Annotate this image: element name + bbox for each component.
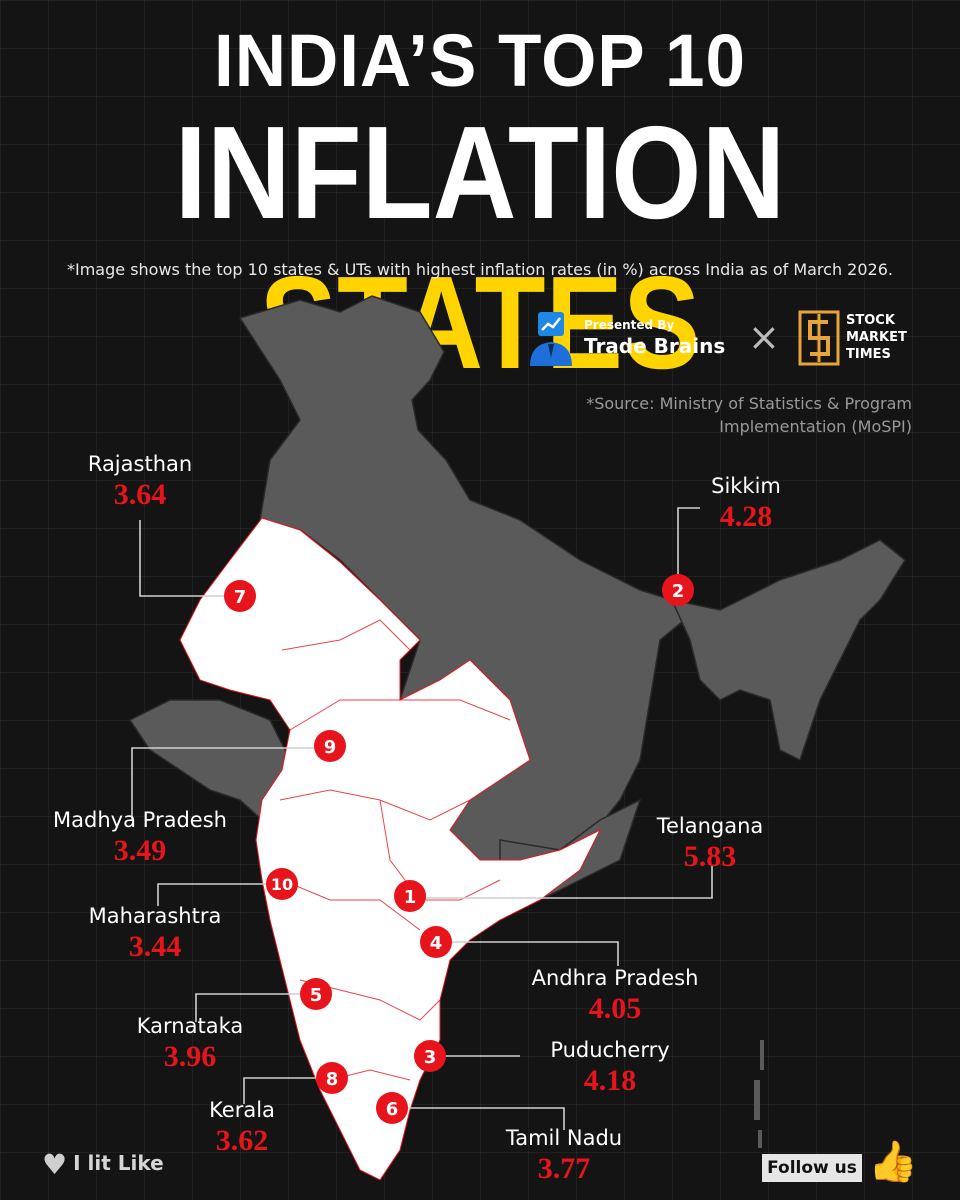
marker-3[interactable]: 3 [414, 1040, 446, 1072]
marker-8-rank: 8 [326, 1069, 339, 1090]
marker-7[interactable]: 7 [224, 580, 256, 612]
marker-6-rank: 6 [386, 1099, 399, 1120]
like-text: I lit Like [73, 1151, 164, 1175]
label-rajasthan: Rajasthan 3.64 [60, 452, 220, 512]
label-tamil-nadu: Tamil Nadu 3.77 [484, 1126, 644, 1186]
trade-brains-name: Trade Brains [584, 334, 726, 358]
smt-line-2: MARKET [846, 330, 907, 345]
map-north-region [238, 295, 683, 871]
state-name: Telangana [656, 814, 764, 838]
state-name: Kerala [209, 1098, 275, 1122]
state-value: 3.62 [215, 1124, 269, 1157]
smt-line-3: TIMES [846, 347, 891, 362]
state-value: 5.83 [683, 840, 737, 873]
presented-by-label: Presented By [584, 318, 675, 332]
marker-9[interactable]: 9 [314, 730, 346, 762]
label-puducherry: Puducherry 4.18 [520, 1038, 700, 1098]
label-kerala: Kerala 3.62 [182, 1098, 302, 1158]
state-name: Karnataka [136, 1014, 244, 1038]
state-value: 3.44 [128, 930, 182, 963]
like-prompt[interactable]: ♥ I lit Like [42, 1148, 164, 1181]
collab-x-sign: × [748, 315, 780, 359]
label-telangana: Telangana 5.83 [630, 814, 790, 874]
state-name: Andhra Pradesh [531, 966, 699, 990]
thumbs-up-icon: 👍 [868, 1139, 918, 1185]
map-highlighted-states [179, 517, 602, 1181]
state-value: 3.49 [113, 834, 167, 867]
leader-lines [131, 507, 713, 1130]
label-maharashtra: Maharashtra 3.44 [60, 904, 250, 964]
marker-1[interactable]: 1 [394, 880, 426, 912]
state-value: 4.18 [583, 1064, 637, 1097]
map-northeast-region [670, 539, 906, 762]
marker-5-rank: 5 [310, 985, 323, 1006]
state-name: Sikkim [711, 474, 781, 498]
state-value: 4.28 [719, 500, 773, 533]
marker-3-rank: 3 [424, 1047, 437, 1068]
marker-1-rank: 1 [404, 887, 417, 908]
state-name: Tamil Nadu [505, 1126, 623, 1150]
marker-2-rank: 2 [672, 581, 685, 602]
marker-7-rank: 7 [234, 587, 247, 608]
title-line-1: INDIA’S TOP 10 [214, 19, 746, 102]
state-value: 3.77 [537, 1152, 591, 1185]
map-state-borders [279, 619, 511, 1081]
marker-4-rank: 4 [430, 933, 443, 954]
footnote: *Image shows the top 10 states & UTs wit… [67, 260, 893, 279]
state-name: Puducherry [550, 1038, 670, 1062]
label-sikkim: Sikkim 4.28 [676, 474, 816, 534]
marker-2[interactable]: 2 [662, 574, 694, 606]
source-note: *Source: Ministry of Statistics & Progra… [552, 392, 912, 438]
follow-us-button[interactable]: Follow us [762, 1154, 862, 1182]
brand-block: Presented By Trade Brains × STOCK MARKET… [526, 308, 916, 368]
source-line-1: *Source: Ministry of Statistics & Progra… [586, 394, 912, 413]
marker-10[interactable]: 10 [266, 868, 298, 900]
label-madhya-pradesh: Madhya Pradesh 3.49 [30, 808, 250, 868]
marker-8[interactable]: 8 [316, 1062, 348, 1094]
title-white-part: INFLATION [174, 99, 786, 246]
heart-icon: ♥ [42, 1148, 68, 1181]
state-value: 4.05 [588, 992, 642, 1025]
marker-6[interactable]: 6 [376, 1092, 408, 1124]
marker-9-rank: 9 [324, 737, 337, 758]
state-name: Madhya Pradesh [53, 808, 227, 832]
title-line-2: INFLATION STATES [58, 98, 903, 398]
source-line-2: Implementation (MoSPI) [719, 417, 912, 436]
marker-10-rank: 10 [271, 875, 293, 894]
state-name: Maharashtra [88, 904, 222, 928]
marker-4[interactable]: 4 [420, 926, 452, 958]
map-islands [754, 1040, 764, 1148]
smt-line-1: STOCK [846, 313, 895, 328]
stock-market-times-logo-icon [798, 310, 840, 366]
trade-brains-logo-icon [530, 312, 572, 366]
state-name: Rajasthan [87, 452, 193, 476]
marker-5[interactable]: 5 [300, 978, 332, 1010]
stock-market-times-name: STOCK MARKET TIMES [846, 312, 907, 363]
state-value: 3.64 [113, 478, 167, 511]
label-karnataka: Karnataka 3.96 [110, 1014, 270, 1074]
label-andhra-pradesh: Andhra Pradesh 4.05 [510, 966, 720, 1026]
state-value: 3.96 [163, 1040, 217, 1073]
